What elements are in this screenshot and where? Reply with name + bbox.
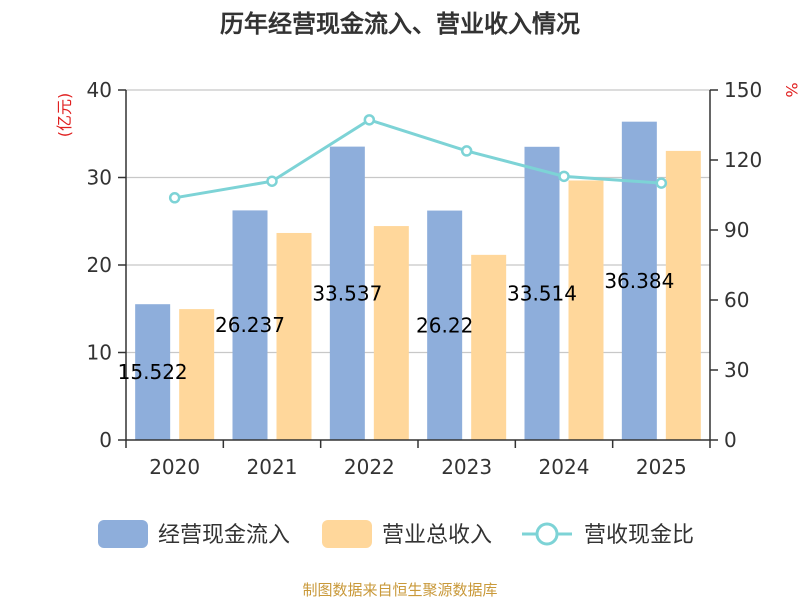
left-axis-tick-label: 20: [87, 253, 112, 277]
legend-item-cash-inflow[interactable]: 经营现金流入: [98, 520, 290, 548]
ratio-point[interactable]: [558, 170, 570, 183]
bar-value-label: 36.384: [604, 269, 674, 293]
legend-swatch-revenue: [322, 520, 372, 548]
ratio-point[interactable]: [168, 192, 181, 204]
bar-cash-inflow[interactable]: [524, 146, 560, 440]
chart-title: 历年经营现金流入、营业收入情况: [220, 10, 580, 38]
ratio-point[interactable]: [266, 175, 278, 187]
bar-cash-inflow[interactable]: [135, 304, 171, 440]
right-axis-tick-label: 0: [724, 428, 737, 452]
bar-cash-inflow[interactable]: [621, 121, 657, 441]
grid-lines: [126, 89, 710, 354]
bar-revenue[interactable]: [179, 309, 215, 440]
x-axis-tick-label: 2021: [247, 455, 298, 479]
bar-revenue[interactable]: [373, 226, 409, 440]
bar-value-label: 26.22: [416, 313, 473, 337]
bar-value-labels: 15.522 26.237 33.537 26.22 33.514 36.384: [118, 269, 675, 384]
legend: 经营现金流入 营业总收入 营收现金比: [98, 520, 694, 548]
ratio-point[interactable]: [460, 145, 473, 157]
ratio-point[interactable]: [363, 114, 376, 126]
ratio-line: [174, 118, 662, 200]
legend-item-revenue[interactable]: 营业总收入: [322, 520, 492, 548]
legend-swatch-cash-inflow: [98, 520, 148, 548]
bar-revenue[interactable]: [665, 150, 701, 440]
bar-cash-inflow[interactable]: [329, 146, 365, 441]
bar-value-label: 33.537: [312, 281, 382, 305]
right-axis-unit: %: [782, 82, 800, 97]
left-axis-unit: (亿元): [55, 93, 74, 138]
left-axis-tick-label: 30: [87, 166, 112, 190]
bar-value-label: 26.237: [215, 313, 285, 337]
bar-revenue[interactable]: [471, 254, 507, 440]
left-axis-tick-label: 40: [87, 78, 112, 102]
right-axis-tick-label: 30: [724, 358, 749, 382]
legend-item-ratio[interactable]: 营收现金比: [522, 522, 694, 548]
right-axis-tick-label: 120: [724, 148, 762, 172]
x-axis-tick-label: 2023: [441, 455, 492, 479]
legend-label-ratio: 营收现金比: [584, 523, 694, 548]
ratio-line-series: [168, 114, 668, 204]
x-axis-tick-label: 2024: [539, 455, 590, 479]
bar-cash-inflow[interactable]: [232, 210, 268, 440]
right-axis-tick-label: 60: [724, 288, 749, 312]
data-source-note: 制图数据来自恒生聚源数据库: [302, 581, 497, 599]
left-axis-tick-label: 0: [99, 428, 112, 452]
left-axis-tick-label: 10: [87, 341, 112, 365]
bar-cash-inflow[interactable]: [427, 210, 463, 440]
bar-revenue[interactable]: [276, 232, 312, 440]
right-axis-tick-label: 90: [724, 218, 749, 242]
legend-marker-ratio: [535, 522, 559, 546]
legend-label-cash-inflow: 经营现金流入: [158, 523, 290, 548]
legend-label-revenue: 营业总收入: [382, 523, 492, 548]
x-axis-tick-label: 2025: [636, 455, 687, 479]
axes: 0 10 20 30 40 0 30 60 90 120 150 2020 2021 2022 2023 20…: [87, 78, 763, 479]
bar-series: [135, 121, 701, 441]
bar-value-label: 15.522: [118, 360, 188, 384]
bar-value-label: 33.514: [507, 281, 577, 305]
bar-revenue[interactable]: [568, 180, 604, 440]
x-axis-tick-label: 2022: [344, 455, 395, 479]
right-axis-tick-label: 150: [724, 78, 762, 102]
x-axis-tick-label: 2020: [149, 455, 200, 479]
ratio-point[interactable]: [655, 177, 668, 189]
